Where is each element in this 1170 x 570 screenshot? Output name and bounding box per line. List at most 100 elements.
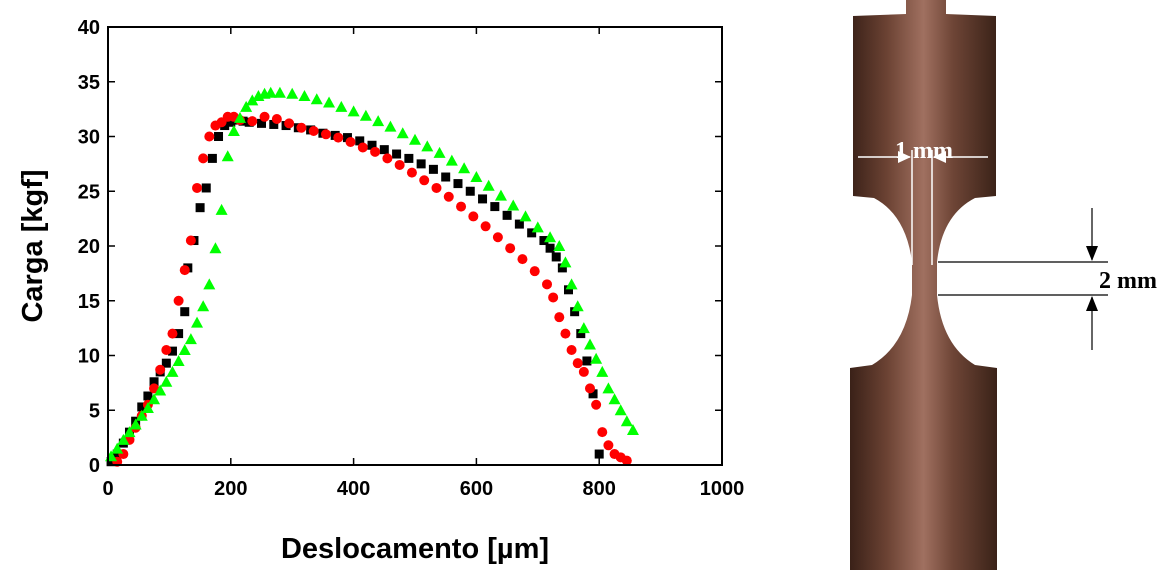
marker [221, 150, 234, 162]
arrow-head [1086, 246, 1098, 261]
marker [178, 344, 191, 356]
marker [603, 440, 614, 451]
dimension-label: 1 mm [895, 138, 953, 164]
marker [416, 159, 426, 169]
marker [531, 221, 544, 233]
marker [227, 125, 240, 137]
marker [372, 115, 385, 127]
marker [161, 358, 171, 368]
marker [577, 322, 590, 334]
marker [259, 111, 270, 122]
marker [554, 312, 565, 323]
marker [333, 132, 344, 143]
marker [505, 243, 516, 254]
marker [345, 136, 356, 147]
marker [174, 329, 184, 339]
x-tick-label: 400 [337, 478, 370, 500]
marker [257, 118, 266, 128]
marker [465, 186, 475, 196]
marker [557, 263, 567, 273]
marker [355, 136, 365, 146]
y-tick-label: 15 [78, 291, 100, 313]
marker [160, 375, 173, 387]
y-tick-label: 20 [78, 236, 100, 258]
marker [553, 240, 566, 251]
marker [507, 199, 520, 211]
marker [149, 383, 160, 394]
marker [143, 391, 153, 401]
marker [347, 105, 360, 117]
marker [621, 455, 632, 466]
marker [572, 358, 583, 369]
marker [197, 300, 210, 312]
marker [148, 393, 161, 405]
marker [453, 179, 463, 189]
marker [271, 113, 282, 124]
marker [226, 117, 236, 127]
marker [384, 120, 397, 132]
marker [445, 154, 458, 166]
marker [184, 333, 197, 345]
marker [117, 433, 130, 445]
marker [112, 449, 122, 459]
marker [614, 404, 627, 416]
specimen-photo: 1 mm 2 mm [850, 0, 1157, 570]
marker [560, 328, 571, 339]
marker [570, 307, 580, 317]
y-tick-label: 40 [78, 17, 100, 39]
marker [203, 278, 216, 290]
marker [490, 202, 500, 212]
marker [539, 236, 549, 246]
marker [590, 352, 603, 364]
marker [308, 126, 319, 137]
marker [154, 384, 167, 396]
marker [179, 265, 190, 276]
marker [626, 423, 639, 435]
arrow-head [898, 151, 911, 163]
marker [559, 256, 572, 268]
marker [284, 118, 295, 129]
marker [519, 210, 532, 222]
marker [269, 119, 279, 129]
x-tick-label: 1000 [700, 478, 745, 500]
marker [286, 87, 299, 99]
marker [201, 183, 211, 193]
marker [246, 94, 259, 106]
marker [409, 133, 421, 145]
marker [392, 149, 402, 159]
marker [166, 365, 179, 377]
x-tick-label: 0 [102, 478, 113, 500]
marker [478, 194, 488, 204]
marker [185, 235, 196, 246]
marker [588, 389, 598, 399]
marker [137, 402, 147, 412]
marker [470, 171, 483, 183]
marker [173, 295, 184, 306]
marker [379, 145, 389, 155]
marker [167, 328, 178, 339]
marker [428, 164, 438, 174]
marker [298, 89, 311, 101]
marker [204, 131, 215, 142]
marker [155, 364, 166, 375]
marker [129, 418, 142, 430]
y-tick-label: 10 [78, 346, 100, 368]
marker [583, 338, 596, 350]
marker [406, 167, 417, 178]
marker [564, 285, 573, 295]
marker [359, 109, 372, 121]
marker [404, 153, 414, 163]
marker [296, 122, 307, 133]
marker [482, 179, 495, 191]
marker [214, 132, 224, 141]
marker [273, 86, 286, 98]
dimension-label: 2 mm [1099, 268, 1157, 294]
marker [551, 252, 561, 262]
marker [582, 356, 592, 366]
marker [320, 129, 331, 140]
marker [529, 266, 540, 277]
marker [123, 426, 136, 438]
marker [584, 383, 595, 394]
marker [310, 93, 323, 105]
